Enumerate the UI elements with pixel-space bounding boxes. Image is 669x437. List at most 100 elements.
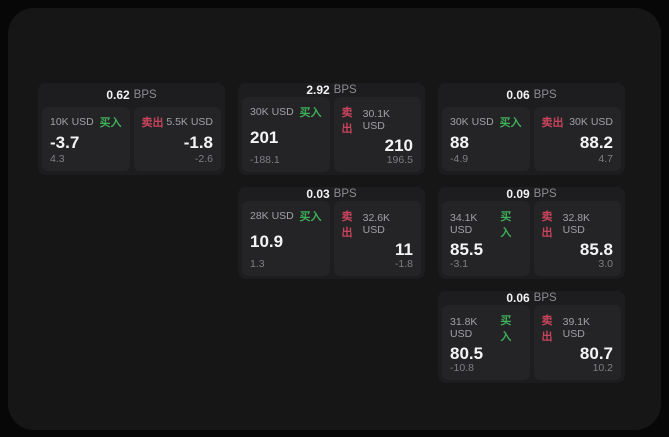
buy-price: 88 [450, 132, 469, 152]
spread-card: 0.09 BPS 34.1K USD 买入 85.5 -3.1 卖出 32.8K… [438, 187, 625, 279]
sell-side-label: 卖出 [341, 211, 353, 239]
buy-side-label: 买入 [500, 211, 512, 239]
card-header: 0.03 BPS [242, 187, 421, 201]
sell-price: 11 [395, 240, 413, 259]
sell-price: 88.2 [579, 132, 613, 152]
buy-panel-top: 30K USD 买入 [450, 114, 522, 130]
buy-change: -10.8 [450, 362, 474, 374]
buy-panel-top: 28K USD 买入 [250, 208, 322, 224]
buy-price: 85.5 [450, 240, 484, 259]
quote-panels: 28K USD 买入 10.9 1.3 卖出 32.6K USD 11 -1.8 [242, 201, 421, 276]
sell-panel[interactable]: 卖出 30K USD 88.2 4.7 [533, 107, 621, 171]
sell-amount: 30K USD [569, 116, 613, 128]
spread-card: 0.06 BPS 30K USD 买入 88 -4.9 卖出 30K USD [438, 83, 625, 175]
buy-amount: 10K USD [50, 116, 94, 128]
buy-amount: 30K USD [450, 116, 494, 128]
buy-panel[interactable]: 34.1K USD 买入 85.5 -3.1 [442, 201, 530, 276]
buy-change: -188.1 [250, 154, 280, 166]
buy-amount: 28K USD [250, 210, 294, 222]
bps-unit-label: BPS [333, 188, 357, 200]
buy-panel[interactable]: 28K USD 买入 10.9 1.3 [242, 201, 330, 276]
sell-change: 10.2 [592, 362, 613, 374]
spread-card: 0.62 BPS 10K USD 买入 -3.7 4.3 卖出 5.5K USD [38, 83, 225, 175]
sell-side-label: 卖出 [541, 211, 553, 239]
bps-value: 0.06 [506, 88, 530, 102]
sell-amount: 30.1K USD [362, 108, 391, 132]
buy-price: -3.7 [50, 132, 80, 152]
card-header: 0.62 BPS [42, 83, 221, 107]
spread-card: 0.03 BPS 28K USD 买入 10.9 1.3 卖出 32.6K US… [238, 187, 425, 279]
card-header: 0.09 BPS [442, 187, 621, 201]
spread-card: 0.06 BPS 31.8K USD 买入 80.5 -10.8 卖出 39.1… [438, 291, 625, 383]
bps-value: 0.62 [106, 88, 130, 102]
buy-panel[interactable]: 10K USD 买入 -3.7 4.3 [42, 107, 130, 171]
card-header: 0.06 BPS [442, 83, 621, 107]
buy-side-label: 买入 [299, 107, 322, 119]
sell-price: 210 [384, 136, 413, 155]
sell-change: 4.7 [598, 153, 613, 165]
sell-panel[interactable]: 卖出 32.8K USD 85.8 3.0 [533, 201, 621, 276]
buy-change: -4.9 [450, 153, 469, 165]
sell-panel[interactable]: 卖出 32.6K USD 11 -1.8 [333, 201, 421, 276]
sell-change: 196.5 [386, 154, 413, 166]
bps-value: 2.92 [306, 83, 330, 97]
sell-panel-top: 卖出 30K USD [542, 114, 614, 130]
sell-change: -1.8 [394, 258, 413, 270]
buy-amount: 34.1K USD [450, 212, 478, 236]
buy-panel[interactable]: 30K USD 买入 88 -4.9 [442, 107, 530, 171]
sell-price: 80.7 [579, 344, 613, 363]
sell-side-label: 卖出 [341, 107, 353, 135]
sell-side-label: 卖出 [141, 117, 164, 129]
buy-price: 80.5 [450, 344, 484, 363]
sell-amount: 5.5K USD [166, 116, 213, 128]
sell-panel-top: 卖出 5.5K USD [142, 114, 214, 130]
sell-amount: 39.1K USD [562, 316, 591, 340]
sell-side-label: 卖出 [541, 315, 553, 343]
buy-change: 1.3 [250, 258, 265, 270]
spread-card-grid: 0.62 BPS 10K USD 买入 -3.7 4.3 卖出 5.5K USD [38, 83, 625, 383]
sell-price: -1.8 [183, 132, 213, 152]
card-header: 2.92 BPS [242, 83, 421, 97]
sell-panel[interactable]: 卖出 30.1K USD 210 196.5 [333, 97, 421, 172]
sell-panel-top: 卖出 32.6K USD [342, 208, 414, 240]
buy-panel-top: 30K USD 买入 [250, 104, 322, 120]
quote-panels: 30K USD 买入 88 -4.9 卖出 30K USD 88.2 4.7 [442, 107, 621, 171]
card-header: 0.06 BPS [442, 291, 621, 305]
sell-panel[interactable]: 卖出 39.1K USD 80.7 10.2 [533, 305, 621, 380]
sell-panel-top: 卖出 30.1K USD [342, 104, 414, 136]
buy-side-label: 买入 [99, 117, 122, 129]
sell-side-label: 卖出 [541, 117, 564, 129]
sell-panel[interactable]: 卖出 5.5K USD -1.8 -2.6 [133, 107, 221, 171]
bps-unit-label: BPS [333, 84, 357, 96]
sell-panel-top: 卖出 32.8K USD [542, 208, 614, 240]
bps-value: 0.03 [306, 187, 330, 201]
buy-panel[interactable]: 31.8K USD 买入 80.5 -10.8 [442, 305, 530, 380]
sell-change: -2.6 [194, 153, 213, 165]
buy-amount: 31.8K USD [450, 316, 478, 340]
sell-change: 3.0 [598, 258, 613, 270]
buy-side-label: 买入 [500, 315, 512, 343]
buy-side-label: 买入 [499, 117, 522, 129]
bps-unit-label: BPS [533, 188, 557, 200]
spread-card: 2.92 BPS 30K USD 买入 201 -188.1 卖出 30.1K … [238, 83, 425, 175]
buy-panel-top: 31.8K USD 买入 [450, 312, 522, 344]
quote-panels: 30K USD 买入 201 -188.1 卖出 30.1K USD 210 1… [242, 97, 421, 172]
sell-price: 85.8 [579, 240, 613, 259]
bps-unit-label: BPS [533, 89, 557, 101]
sell-amount: 32.8K USD [562, 212, 591, 236]
buy-price: 10.9 [250, 232, 284, 251]
buy-side-label: 买入 [299, 211, 322, 223]
sell-amount: 32.6K USD [362, 212, 391, 236]
quote-panels: 31.8K USD 买入 80.5 -10.8 卖出 39.1K USD 80.… [442, 305, 621, 380]
bps-value: 0.09 [506, 187, 530, 201]
buy-price: 201 [250, 128, 279, 147]
sell-panel-top: 卖出 39.1K USD [542, 312, 614, 344]
quote-panels: 10K USD 买入 -3.7 4.3 卖出 5.5K USD -1.8 -2.… [42, 107, 221, 171]
buy-change: 4.3 [50, 153, 65, 165]
buy-panel[interactable]: 30K USD 买入 201 -188.1 [242, 97, 330, 172]
bps-value: 0.06 [506, 291, 530, 305]
app-surface: 0.62 BPS 10K USD 买入 -3.7 4.3 卖出 5.5K USD [8, 8, 661, 430]
bps-unit-label: BPS [533, 292, 557, 304]
buy-change: -3.1 [450, 258, 469, 270]
quote-panels: 34.1K USD 买入 85.5 -3.1 卖出 32.8K USD 85.8… [442, 201, 621, 276]
